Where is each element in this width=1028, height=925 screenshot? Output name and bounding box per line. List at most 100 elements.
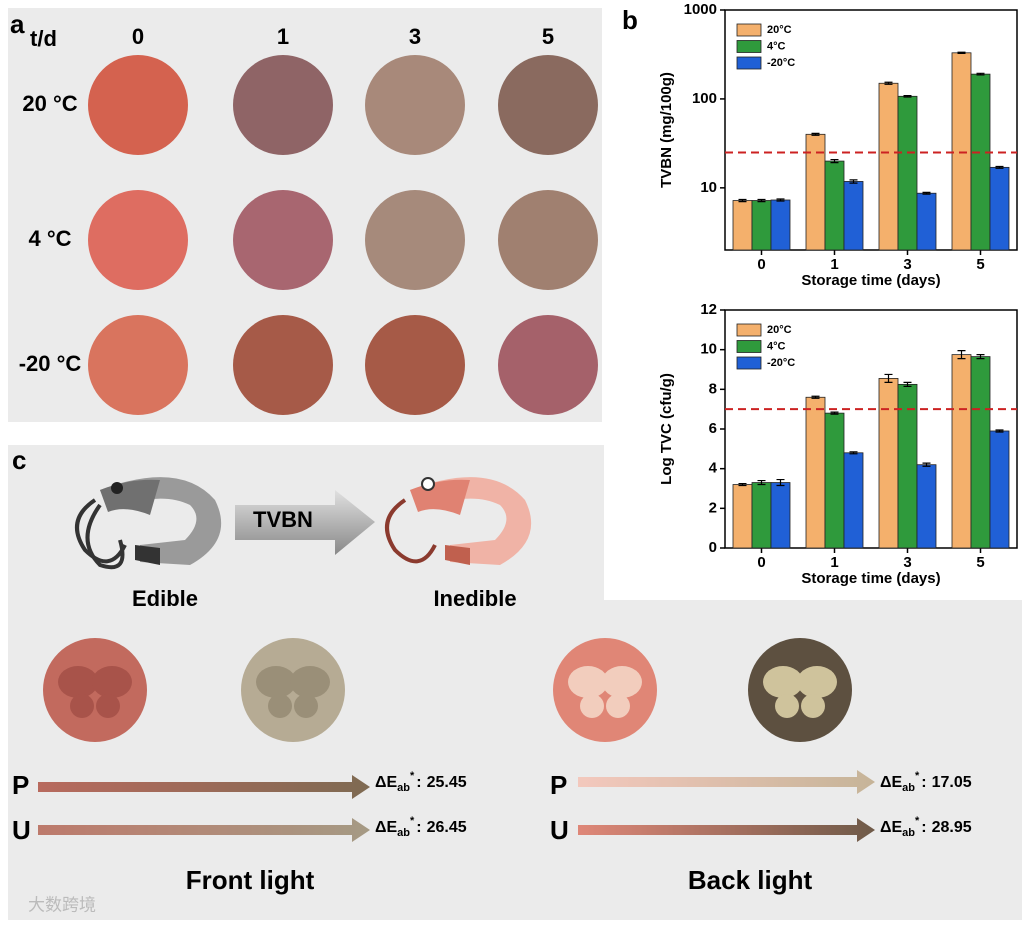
delta-part: ΔE bbox=[880, 774, 903, 791]
x-axis-label: Storage time (days) bbox=[801, 272, 940, 289]
sample-disc bbox=[88, 315, 188, 415]
error-bar bbox=[757, 479, 766, 486]
legend-label: -20°C bbox=[767, 57, 795, 69]
error-bar bbox=[757, 198, 766, 203]
butterfly-discs bbox=[43, 638, 852, 742]
delta-part: : bbox=[921, 774, 926, 791]
sample-disc bbox=[88, 55, 188, 155]
x-axis-label: Storage time (days) bbox=[801, 570, 940, 587]
sample-disc bbox=[365, 315, 465, 415]
y-tick-label: 2 bbox=[709, 499, 717, 516]
delta-part: ΔE bbox=[880, 819, 903, 836]
y-tick-label: 6 bbox=[709, 420, 717, 437]
color-arrows bbox=[38, 770, 875, 842]
error-bar bbox=[884, 81, 893, 85]
y-tick-label: 12 bbox=[700, 301, 717, 318]
bar bbox=[878, 82, 899, 251]
delta-part: : bbox=[416, 819, 421, 836]
legend-label: 20°C bbox=[767, 324, 792, 336]
legend-label: 20°C bbox=[767, 24, 792, 36]
legend-label: 4°C bbox=[767, 40, 786, 52]
bar bbox=[989, 166, 1010, 251]
delta-part: * bbox=[410, 770, 415, 782]
bar bbox=[916, 192, 937, 251]
error-bar bbox=[776, 478, 785, 487]
x-tick-label: 5 bbox=[976, 256, 984, 273]
sample-disc bbox=[88, 190, 188, 290]
error-bar bbox=[849, 451, 858, 455]
bar bbox=[805, 396, 826, 549]
row-label: U bbox=[12, 815, 31, 845]
sample-disc bbox=[498, 55, 598, 155]
row-label: P bbox=[12, 770, 29, 800]
error-bar bbox=[922, 462, 931, 467]
bar bbox=[989, 430, 1010, 549]
x-tick-label: 1 bbox=[830, 256, 838, 273]
legend-swatch bbox=[736, 40, 762, 53]
error-bar bbox=[903, 381, 912, 387]
delta-part: ab bbox=[902, 827, 915, 839]
shrimp-edible bbox=[75, 477, 222, 570]
error-bar bbox=[811, 395, 820, 399]
sample-disc bbox=[233, 315, 333, 415]
column-label: 0 bbox=[132, 24, 144, 49]
delta-e-label: ΔEab*:26.45 bbox=[375, 815, 467, 839]
sample-disc bbox=[365, 55, 465, 155]
y-axis-label: Log TVC (cfu/g) bbox=[658, 373, 675, 485]
delta-e-label: ΔEab*:17.05 bbox=[880, 770, 972, 794]
error-bar bbox=[957, 51, 966, 55]
row-label: P bbox=[550, 770, 567, 800]
sample-disc bbox=[498, 190, 598, 290]
error-bar bbox=[776, 198, 785, 202]
bar bbox=[897, 95, 918, 251]
delta-part: * bbox=[915, 815, 920, 827]
panel-label: a bbox=[10, 9, 25, 39]
delta-part: : bbox=[416, 774, 421, 791]
delta-part: 26.45 bbox=[427, 819, 467, 836]
y-tick-label: 10 bbox=[700, 179, 717, 196]
panel-label: b bbox=[622, 5, 638, 35]
bar bbox=[970, 73, 991, 251]
y-tick-label: 10 bbox=[700, 341, 717, 358]
x-tick-label: 3 bbox=[903, 554, 911, 571]
bar bbox=[843, 181, 864, 251]
arrow-text: TVBN bbox=[253, 507, 313, 532]
error-bar bbox=[957, 350, 966, 360]
column-label: 5 bbox=[542, 24, 554, 49]
bar bbox=[751, 200, 772, 251]
bar bbox=[878, 378, 899, 549]
x-tick-label: 0 bbox=[757, 256, 765, 273]
sample-disc bbox=[233, 55, 333, 155]
bar bbox=[732, 484, 753, 549]
bar bbox=[843, 452, 864, 549]
bar bbox=[732, 200, 753, 251]
row-label: -20 °C bbox=[19, 351, 82, 376]
row-label: U bbox=[550, 815, 569, 845]
x-tick-label: 1 bbox=[830, 554, 838, 571]
legend-swatch bbox=[736, 356, 762, 370]
delta-part: 25.45 bbox=[427, 774, 467, 791]
bar bbox=[916, 464, 937, 549]
row-label: 4 °C bbox=[28, 226, 71, 251]
edible-label: Edible bbox=[132, 586, 198, 611]
error-bar bbox=[738, 198, 747, 203]
legend-swatch bbox=[736, 56, 762, 70]
delta-part: 17.05 bbox=[932, 774, 972, 791]
delta-part: ΔE bbox=[375, 819, 398, 836]
inedible-label: Inedible bbox=[433, 586, 516, 611]
x-tick-label: 3 bbox=[903, 256, 911, 273]
legend-label: 4°C bbox=[767, 340, 786, 352]
back-title: Back light bbox=[688, 865, 813, 895]
error-bar bbox=[976, 354, 985, 360]
sample-disc bbox=[498, 315, 598, 415]
x-tick-label: 0 bbox=[757, 554, 765, 571]
front-title: Front light bbox=[186, 865, 315, 895]
delta-part: ab bbox=[902, 782, 915, 794]
y-tick-label: 4 bbox=[709, 460, 718, 477]
error-bar bbox=[738, 482, 747, 487]
error-bar bbox=[995, 165, 1004, 169]
row-label: 20 °C bbox=[22, 91, 77, 116]
legend-swatch bbox=[736, 23, 762, 37]
delta-part: * bbox=[915, 770, 920, 782]
y-tick-label: 8 bbox=[709, 380, 717, 397]
